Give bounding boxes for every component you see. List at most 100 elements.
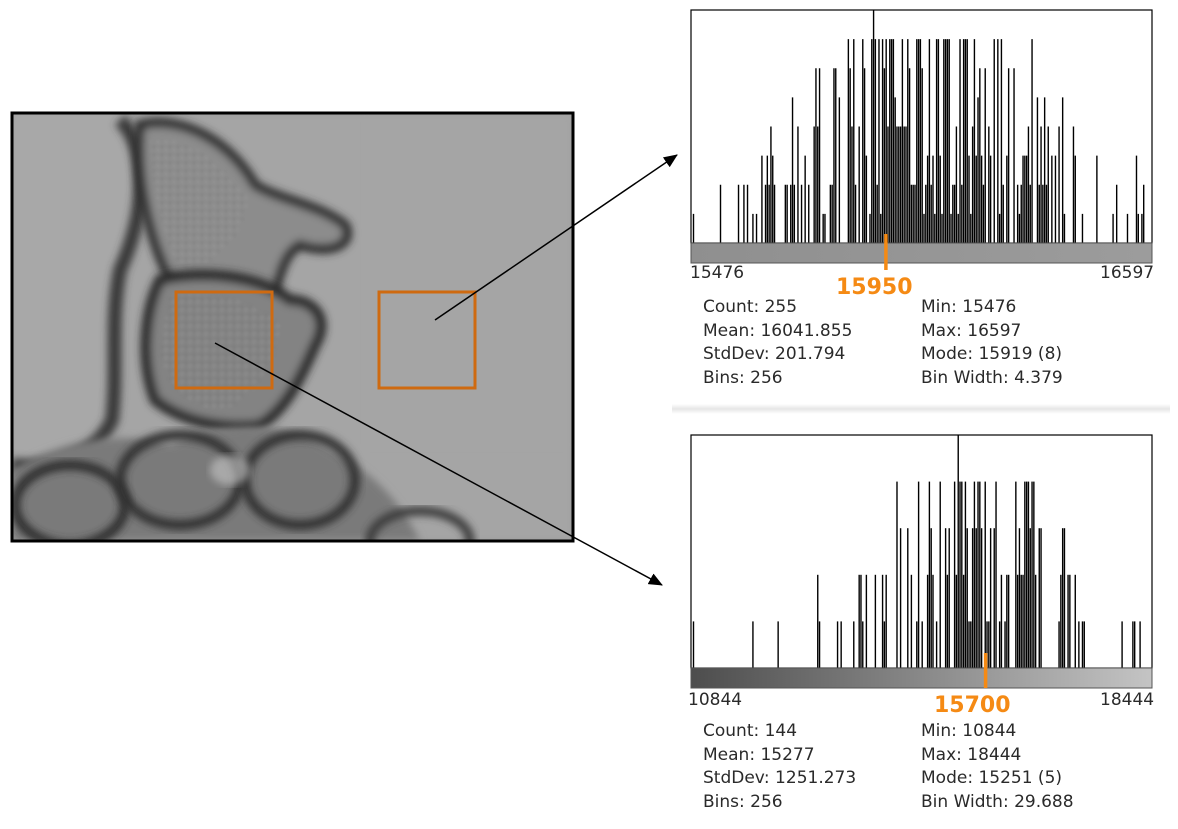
histogram-bar — [1015, 481, 1017, 668]
histogram-bar — [921, 68, 923, 243]
histogram-bar — [973, 39, 976, 244]
stat-count: Count: 255 — [703, 297, 798, 317]
histogram-bar — [880, 213, 882, 244]
histogram-bar — [896, 126, 898, 243]
histogram-bar — [874, 574, 877, 668]
histogram-bar — [1031, 39, 1033, 244]
histogram-bar — [1000, 39, 1003, 244]
histogram-top-stats-right: Min: 15476 Max: 16597 Mode: 15919 (8) Bi… — [921, 296, 1063, 390]
histogram-bar — [1051, 155, 1053, 244]
histogram-bar — [858, 574, 860, 668]
histogram-bar — [876, 184, 878, 243]
histogram-bar — [919, 39, 922, 244]
histogram-bar — [768, 184, 770, 243]
histogram-bar — [847, 39, 850, 244]
histogram-bar — [878, 39, 880, 244]
stat-bin-width: Bin Width: 29.688 — [921, 791, 1074, 812]
histogram-bar — [930, 184, 932, 243]
histogram-bar — [980, 528, 983, 668]
histogram-bar — [863, 68, 866, 243]
histogram-bar — [908, 68, 911, 243]
histogram-bar — [923, 213, 925, 244]
histogram-bar — [944, 39, 947, 244]
histogram-bar — [914, 184, 916, 243]
histogram-bar — [883, 621, 886, 668]
stat-min: Min: 10844 — [921, 721, 1017, 741]
histogram-bar — [1058, 126, 1060, 243]
histogram-bar — [1007, 574, 1010, 668]
histogram-bar — [997, 39, 999, 244]
histogram-bar — [1078, 621, 1080, 668]
histogram-bar — [784, 184, 787, 243]
histogram-bar — [975, 528, 977, 668]
stat-mean: Mean: 16041.855 — [703, 320, 853, 341]
histogram-bar — [1072, 126, 1075, 243]
histogram-bar — [1045, 184, 1048, 243]
histogram-bar — [935, 39, 938, 244]
histogram-bar — [1018, 213, 1021, 244]
histogram-bar — [874, 39, 877, 244]
histogram-bar — [1069, 574, 1071, 668]
histogram-bar — [905, 126, 907, 243]
histogram-bar — [692, 621, 695, 668]
histogram-bar — [993, 39, 995, 244]
histogram-bar — [1022, 155, 1024, 244]
histogram-bar — [921, 621, 923, 668]
histogram-bar — [941, 213, 943, 244]
panel-divider — [672, 404, 1170, 414]
histogram-bar — [995, 481, 997, 668]
histogram-top-lut-bar — [690, 242, 1153, 264]
stat-count: Count: 144 — [703, 721, 798, 741]
histogram-bar — [1018, 528, 1021, 668]
histogram-bar — [1029, 184, 1031, 243]
histogram-bar — [851, 126, 853, 243]
histogram-bar — [772, 155, 774, 244]
histogram-bar — [953, 184, 956, 243]
histogram-bar — [764, 184, 767, 243]
image-frame — [10, 111, 575, 543]
histogram-bottom — [690, 434, 1153, 689]
histogram-bar — [1024, 481, 1026, 668]
histogram-bar — [813, 126, 815, 243]
histogram-bar — [1096, 155, 1098, 244]
histogram-bar — [1047, 126, 1049, 243]
arrow-to-top-histogram — [434, 154, 678, 321]
histogram-bar — [822, 213, 824, 244]
stat-min: Min: 15476 — [921, 297, 1017, 317]
histogram-bar — [961, 184, 963, 243]
histogram-top-marker-label: 15950 — [836, 275, 913, 300]
histogram-bar — [831, 184, 833, 243]
histogram-bar — [952, 184, 954, 243]
histogram-bar — [926, 155, 929, 244]
stat-bins: Bins: 256 — [703, 791, 783, 812]
stat-bins: Bins: 256 — [703, 367, 783, 388]
histogram-bar — [944, 528, 947, 668]
histogram-bar — [890, 39, 893, 244]
histogram-top — [690, 9, 1153, 264]
histogram-bar — [984, 68, 986, 243]
histogram-bottom-marker-label: 15700 — [934, 693, 1011, 718]
histogram-bar — [835, 68, 837, 243]
histogram-bar — [1054, 155, 1057, 244]
histogram-bar — [1058, 621, 1060, 668]
histogram-bar — [1020, 574, 1022, 668]
histogram-bar — [989, 155, 992, 244]
histogram-bar — [1043, 97, 1046, 244]
histogram-top-axis-min: 15476 — [690, 263, 745, 283]
histogram-bar — [838, 97, 841, 244]
histogram-bar — [916, 621, 918, 668]
histogram-bar — [916, 39, 918, 244]
histogram-bar — [865, 574, 868, 668]
histogram-bar — [1115, 184, 1118, 243]
histogram-bar — [1016, 184, 1019, 243]
histogram-bar — [853, 621, 855, 668]
histogram-bar — [871, 39, 873, 244]
histogram-bar — [903, 126, 905, 243]
histogram-bar — [881, 574, 884, 668]
stat-stddev: StdDev: 201.794 — [703, 344, 846, 364]
histogram-bar — [953, 481, 956, 668]
histogram-bar — [737, 184, 740, 243]
histogram-bar — [946, 39, 949, 244]
histogram-bar — [804, 155, 806, 244]
